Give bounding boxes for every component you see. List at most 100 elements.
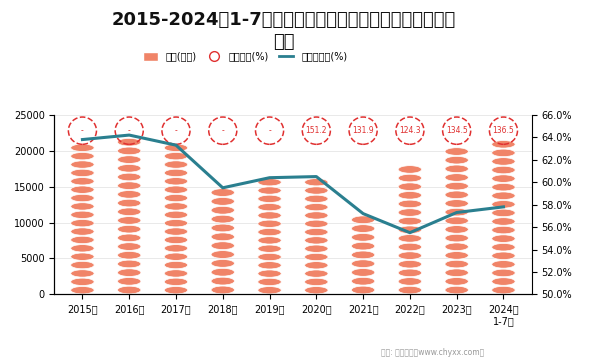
Ellipse shape [492,140,515,148]
Ellipse shape [164,219,188,227]
Ellipse shape [71,253,94,260]
Ellipse shape [352,260,375,267]
Ellipse shape [492,192,515,200]
Ellipse shape [304,204,328,211]
Ellipse shape [211,233,234,241]
Ellipse shape [164,169,188,177]
Ellipse shape [258,286,281,294]
Ellipse shape [492,183,515,191]
Ellipse shape [118,208,141,216]
Text: -: - [222,126,224,135]
Ellipse shape [304,278,328,285]
Ellipse shape [445,269,468,276]
Ellipse shape [118,216,141,224]
Ellipse shape [445,234,468,242]
Ellipse shape [164,253,188,260]
Ellipse shape [118,234,141,242]
Ellipse shape [304,286,328,294]
Ellipse shape [445,165,468,173]
Ellipse shape [164,236,188,244]
Ellipse shape [445,226,468,233]
Ellipse shape [164,186,188,194]
Ellipse shape [211,268,234,276]
Ellipse shape [118,199,141,207]
Ellipse shape [164,211,188,219]
Ellipse shape [164,244,188,252]
Ellipse shape [211,242,234,250]
Ellipse shape [445,208,468,216]
Ellipse shape [445,182,468,190]
Ellipse shape [258,187,281,194]
Ellipse shape [398,226,422,234]
Ellipse shape [258,262,281,269]
Ellipse shape [492,243,515,251]
Text: 134.5: 134.5 [446,126,467,135]
Text: -: - [175,126,178,135]
Ellipse shape [71,236,94,244]
Ellipse shape [118,156,141,163]
Ellipse shape [211,251,234,258]
Ellipse shape [258,228,281,236]
Ellipse shape [398,200,422,208]
Ellipse shape [71,278,94,285]
Ellipse shape [398,278,422,285]
Ellipse shape [304,212,328,219]
Ellipse shape [445,174,468,181]
Ellipse shape [445,286,468,294]
Ellipse shape [445,200,468,207]
Ellipse shape [258,195,281,202]
Ellipse shape [118,164,141,172]
Ellipse shape [492,201,515,208]
Ellipse shape [211,215,234,223]
Ellipse shape [445,191,468,199]
Ellipse shape [164,153,188,160]
Ellipse shape [71,169,94,177]
Ellipse shape [71,153,94,160]
Ellipse shape [71,228,94,235]
Ellipse shape [118,173,141,181]
Ellipse shape [398,252,422,260]
Ellipse shape [118,286,141,294]
Ellipse shape [118,278,141,285]
Ellipse shape [445,243,468,251]
Ellipse shape [258,245,281,252]
Ellipse shape [304,253,328,261]
Ellipse shape [492,286,515,294]
Ellipse shape [352,233,375,241]
Ellipse shape [118,269,141,276]
Ellipse shape [164,203,188,210]
Ellipse shape [258,212,281,219]
Ellipse shape [445,148,468,155]
Legend: 负债(亿元), 产权比率(%), 资产负债率(%): 负债(亿元), 产权比率(%), 资产负债率(%) [143,52,347,61]
Text: -: - [81,126,84,135]
Ellipse shape [352,216,375,224]
Ellipse shape [71,270,94,277]
Ellipse shape [445,252,468,259]
Ellipse shape [492,252,515,260]
Ellipse shape [71,286,94,294]
Ellipse shape [118,138,141,146]
Ellipse shape [71,194,94,202]
Ellipse shape [164,261,188,269]
Ellipse shape [445,217,468,225]
Ellipse shape [258,278,281,285]
Ellipse shape [164,161,188,168]
Ellipse shape [71,219,94,227]
Ellipse shape [398,260,422,268]
Ellipse shape [492,235,515,242]
Ellipse shape [304,245,328,252]
Ellipse shape [445,157,468,164]
Ellipse shape [164,194,188,202]
Ellipse shape [398,191,422,199]
Ellipse shape [258,253,281,261]
Ellipse shape [304,228,328,236]
Ellipse shape [304,220,328,227]
Ellipse shape [258,237,281,244]
Ellipse shape [492,218,515,225]
Ellipse shape [164,270,188,277]
Ellipse shape [71,244,94,252]
Ellipse shape [398,165,422,173]
Text: 制图: 智研咨询（www.chyxx.com）: 制图: 智研咨询（www.chyxx.com） [381,349,484,358]
Ellipse shape [492,209,515,217]
Ellipse shape [352,225,375,232]
